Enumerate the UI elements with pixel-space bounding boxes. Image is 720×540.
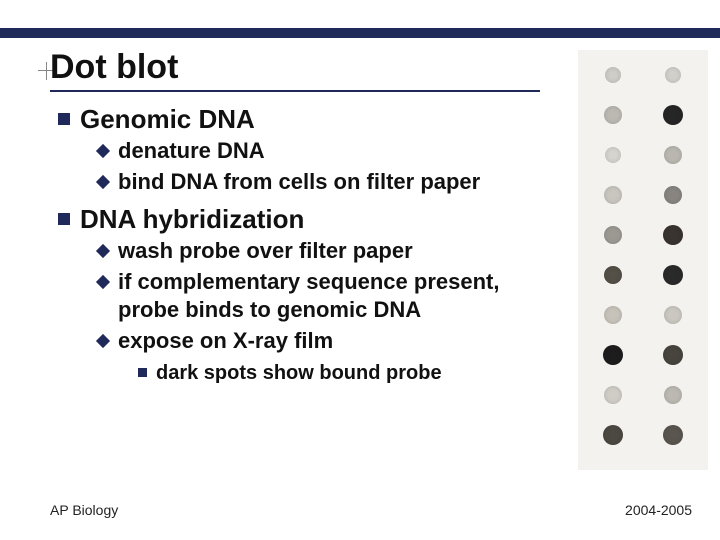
subbullet-text: if complementary sequence present, probe… [118, 268, 558, 325]
subbullet-text: denature DNA [118, 137, 265, 166]
blot-dot [663, 225, 683, 245]
bullet-text: DNA hybridization [80, 204, 304, 235]
blot-dot [604, 266, 622, 284]
subbullet-expose: expose on X-ray film [98, 327, 558, 356]
diamond-bullet-icon [96, 144, 110, 158]
blot-dot [604, 186, 622, 204]
square-bullet-icon [138, 368, 147, 377]
content-body: Genomic DNA denature DNA bind DNA from c… [58, 98, 558, 386]
blot-dot [663, 265, 683, 285]
bullet-genomic-dna: Genomic DNA [58, 104, 558, 135]
subbullet-text: expose on X-ray film [118, 327, 333, 356]
footer-course: AP Biology [50, 502, 118, 518]
blot-dot [663, 105, 683, 125]
blot-dot [663, 345, 683, 365]
blot-dot [605, 67, 621, 83]
subbullet-denature: denature DNA [98, 137, 558, 166]
blot-dot [604, 306, 622, 324]
blot-dot [603, 425, 623, 445]
diamond-bullet-icon [96, 244, 110, 258]
diamond-bullet-icon [96, 275, 110, 289]
blot-dot [605, 147, 621, 163]
slide-title: Dot blot [50, 48, 178, 87]
subbullet-bind-dna: bind DNA from cells on filter paper [98, 168, 558, 197]
subsubbullet-dark-spots: dark spots show bound probe [138, 360, 558, 386]
blot-dot [663, 425, 683, 445]
blot-dot [604, 106, 622, 124]
blot-dot [604, 386, 622, 404]
blot-dot [604, 226, 622, 244]
blot-dot [603, 345, 623, 365]
square-bullet-icon [58, 113, 70, 125]
title-underline [50, 90, 540, 92]
header-bar [0, 28, 720, 38]
bullet-hybridization: DNA hybridization [58, 204, 558, 235]
blot-dot [664, 186, 682, 204]
diamond-bullet-icon [96, 334, 110, 348]
bullet-text: Genomic DNA [80, 104, 255, 135]
diamond-bullet-icon [96, 175, 110, 189]
subbullet-text: bind DNA from cells on filter paper [118, 168, 480, 197]
subbullet-text: wash probe over filter paper [118, 237, 413, 266]
dot-blot-image [578, 50, 708, 470]
blot-dot [664, 146, 682, 164]
square-bullet-icon [58, 213, 70, 225]
subbullet-wash: wash probe over filter paper [98, 237, 558, 266]
blot-dot [664, 386, 682, 404]
blot-dot [664, 306, 682, 324]
footer-year: 2004-2005 [625, 502, 692, 518]
blot-dot [665, 67, 681, 83]
subbullet-complementary: if complementary sequence present, probe… [98, 268, 558, 325]
subsubbullet-text: dark spots show bound probe [156, 360, 442, 386]
